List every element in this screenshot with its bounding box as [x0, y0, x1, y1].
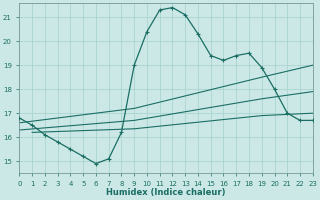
X-axis label: Humidex (Indice chaleur): Humidex (Indice chaleur) [106, 188, 226, 197]
